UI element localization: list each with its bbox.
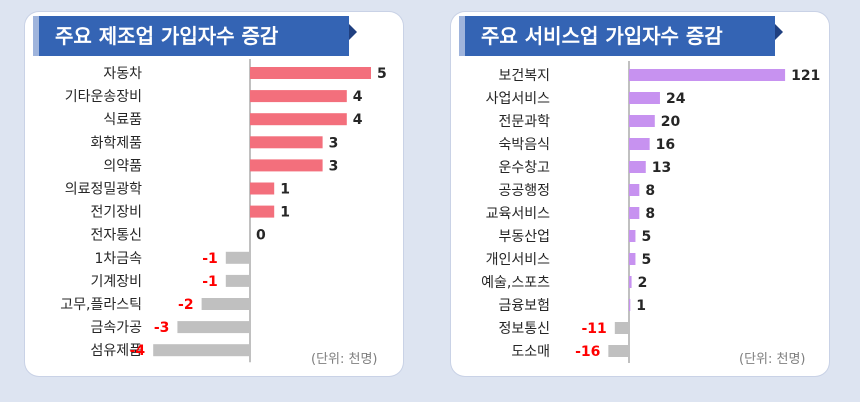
chart-title-bar: 주요 서비스업 가입자수 증감	[459, 16, 783, 56]
category-label: 정보통신	[498, 321, 550, 337]
value-label: 121	[791, 68, 820, 84]
bar	[153, 344, 250, 357]
value-label: -1	[202, 274, 218, 290]
category-label: 기타운송장비	[65, 89, 142, 105]
value-label: -3	[154, 320, 170, 336]
value-label: -11	[582, 321, 607, 337]
category-label: 전기장비	[90, 205, 142, 221]
value-label: -16	[575, 344, 600, 360]
value-label: -2	[178, 297, 194, 313]
category-label: 운수창고	[498, 160, 550, 176]
value-label: 2	[638, 275, 648, 291]
bar	[629, 138, 650, 150]
service-bar-chart: 보건복지 121 사업서비스 24 전문과학 20 숙박음식 16 운수창고 13 공공행정 8 교육서…	[481, 61, 820, 363]
bar	[629, 115, 655, 127]
category-label: 의약품	[103, 158, 142, 174]
category-label: 공공행정	[498, 183, 550, 199]
bar	[629, 207, 640, 219]
bar	[250, 182, 275, 195]
value-label: 5	[641, 252, 651, 268]
bar	[629, 69, 786, 81]
bar	[201, 298, 250, 310]
value-label: -1	[202, 251, 218, 267]
value-label: 3	[329, 135, 339, 151]
value-label: 3	[329, 158, 339, 174]
bar	[608, 345, 629, 357]
value-label: 0	[256, 228, 266, 244]
category-label: 자동차	[103, 66, 142, 82]
category-label: 전문과학	[498, 114, 550, 130]
chart-title: 주요 서비스업 가입자수 증감	[481, 24, 723, 48]
category-label: 교육서비스	[486, 206, 551, 222]
bar	[629, 92, 660, 104]
category-label: 전자통신	[90, 228, 142, 244]
unit-note: (단위: 천명)	[739, 352, 806, 367]
category-label: 기계장비	[90, 274, 142, 290]
category-label: 금융보험	[498, 298, 550, 314]
bar	[250, 113, 347, 126]
value-label: 1	[636, 298, 646, 314]
value-label: 24	[666, 91, 686, 107]
value-label: 4	[353, 112, 363, 128]
category-label: 숙박음식	[498, 137, 550, 153]
category-label: 사업서비스	[486, 91, 551, 107]
bar	[250, 159, 323, 172]
value-label: 1	[280, 205, 290, 221]
bar	[225, 274, 250, 287]
bar	[629, 276, 632, 288]
value-label: 16	[656, 137, 675, 153]
value-label: 5	[641, 229, 651, 245]
bar	[629, 184, 640, 196]
bar	[629, 230, 636, 242]
category-label: 고무,플라스틱	[60, 297, 142, 313]
value-label: -4	[130, 343, 146, 359]
bar	[250, 67, 371, 79]
bar	[629, 253, 636, 265]
category-label: 부동산업	[498, 229, 550, 245]
category-label: 개인서비스	[486, 252, 551, 268]
value-label: 13	[652, 160, 671, 176]
value-label: 5	[377, 66, 387, 82]
category-label: 금속가공	[90, 320, 142, 336]
category-label: 예술,스포츠	[481, 275, 550, 291]
chart-title-bar: 주요 제조업 가입자수 증감	[33, 16, 357, 56]
category-label: 섬유제품	[90, 343, 142, 359]
bar	[250, 205, 275, 218]
category-label: 보건복지	[498, 68, 550, 84]
category-label: 1차금속	[94, 251, 142, 267]
category-label: 식료품	[103, 112, 142, 128]
bar	[225, 251, 250, 264]
value-label: 20	[661, 114, 681, 130]
unit-note: (단위: 천명)	[311, 352, 378, 367]
bar	[629, 299, 631, 311]
value-label: 1	[280, 182, 290, 198]
category-label: 의료정밀광학	[65, 182, 142, 198]
bar	[250, 136, 323, 149]
service-chart-panel: 주요 서비스업 가입자수 증감 보건복지 121 사업서비스 24 전문과학 20 숙박음식…	[451, 12, 829, 376]
bar	[629, 161, 646, 173]
value-label: 8	[645, 206, 655, 222]
chart-title: 주요 제조업 가입자수 증감	[55, 24, 279, 48]
category-label: 화학제품	[90, 135, 142, 151]
value-label: 4	[353, 89, 363, 105]
category-label: 도소매	[511, 344, 550, 360]
bar	[614, 322, 629, 334]
manufacturing-chart-panel: 주요 제조업 가입자수 증감 자동차 5 기타운송장비 4 식료품 4 화학제품 3 의약품 3 의…	[25, 12, 403, 376]
bar	[250, 90, 347, 103]
value-label: 8	[645, 183, 655, 199]
bar	[177, 321, 250, 334]
manufacturing-bar-chart: 자동차 5 기타운송장비 4 식료품 4 화학제품 3 의약품 3 의료정밀광학 1 전기장비 1 전자통신…	[60, 59, 387, 363]
